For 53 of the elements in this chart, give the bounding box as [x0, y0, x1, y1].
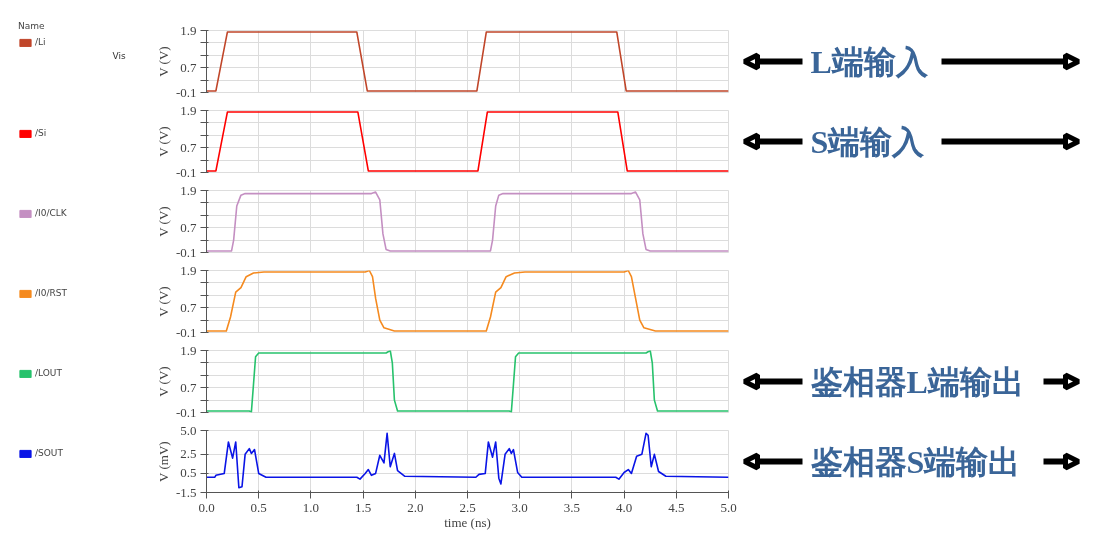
line-series — [206, 432, 729, 489]
y-axis-title: V (V) — [155, 46, 171, 77]
legend-label: /SOUT — [35, 448, 63, 458]
x-tick-label: 3.0 — [511, 499, 528, 515]
x-tick-label: 0.5 — [250, 499, 267, 515]
x-tick-label: 2.0 — [407, 499, 424, 515]
y-tick-label: 1.9 — [180, 182, 197, 198]
x-tick-label: 1.0 — [302, 499, 320, 515]
x-tick-label: 4.0 — [615, 499, 633, 515]
text: Vis — [112, 50, 126, 61]
y-tick-label: -0.1 — [175, 404, 197, 420]
legend-label: /Si — [35, 128, 48, 138]
x-tick-label: 0.0 — [198, 499, 215, 515]
y-axis-title: V (V) — [155, 286, 171, 317]
line-series — [206, 270, 729, 332]
x-tick-label: 3.5 — [563, 499, 581, 515]
y-tick-label: 2.5 — [180, 446, 197, 462]
y-tick-label: -0.1 — [175, 164, 197, 180]
y-axis-title: V (V) — [155, 126, 171, 157]
text: 鉴相器L端输出 — [810, 363, 1024, 400]
y-tick-label: 1.9 — [180, 262, 197, 278]
legend-label: /I0/RST — [35, 288, 67, 298]
text: L端输入 — [810, 43, 929, 80]
y-tick-label: 5.0 — [180, 422, 197, 438]
legend-title: Name — [18, 21, 46, 31]
line-series — [206, 350, 729, 413]
y-tick-label: -0.1 — [175, 84, 197, 100]
x-axis-title: time (ns) — [444, 514, 491, 530]
y-tick-label: 0.5 — [180, 465, 197, 481]
legend-label: /Li — [35, 37, 47, 47]
legend-label: /I0/CLK — [35, 208, 67, 218]
legend-label: /LOUT — [35, 368, 62, 378]
y-axis-title: V (V) — [155, 206, 171, 237]
text: 鉴相器S端输出 — [810, 443, 1021, 480]
y-tick-label: 1.9 — [180, 102, 197, 118]
y-tick-label: -0.1 — [175, 244, 197, 260]
y-tick-label: -1.5 — [175, 484, 197, 500]
x-tick-label: 5.0 — [720, 499, 737, 515]
line-series — [206, 191, 729, 252]
y-tick-label: 1.9 — [180, 22, 197, 38]
y-tick-label: 0.7 — [180, 139, 197, 155]
x-tick-label: 4.5 — [668, 499, 685, 515]
y-axis-title: V (V) — [155, 366, 171, 397]
y-tick-label: -0.1 — [175, 324, 197, 340]
y-tick-label: 0.7 — [180, 299, 197, 315]
y-tick-label: 0.7 — [180, 59, 197, 75]
y-tick-label: 1.9 — [180, 342, 197, 358]
x-tick-label: 2.5 — [459, 499, 476, 515]
y-tick-label: 0.7 — [180, 219, 197, 235]
text: S端输入 — [810, 123, 926, 160]
y-axis-title: V (mV) — [155, 441, 171, 482]
y-tick-label: 0.7 — [180, 379, 197, 395]
x-tick-label: 1.5 — [354, 499, 372, 515]
